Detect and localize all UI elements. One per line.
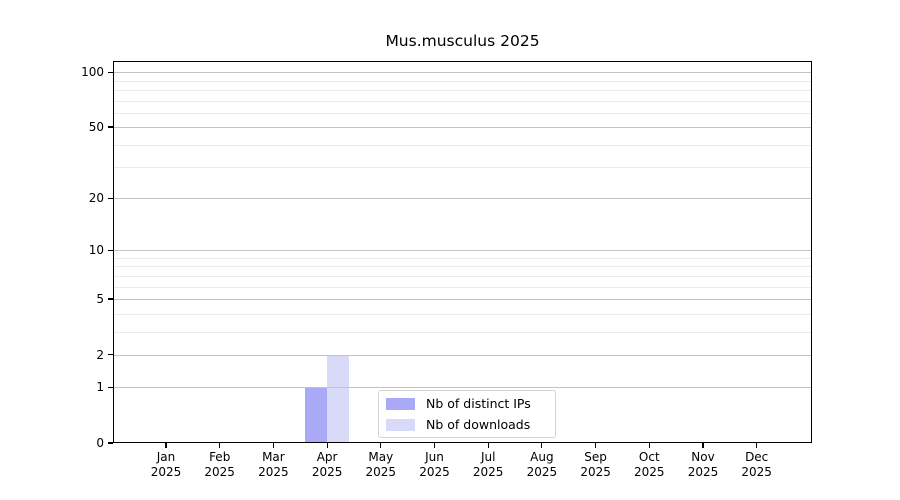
y-tick-label: 2 [96, 347, 104, 362]
bar [305, 387, 328, 443]
x-tick-label: Jun 2025 [405, 450, 465, 480]
y-tick-label: 20 [88, 191, 104, 206]
y-gridline-major [113, 72, 812, 74]
legend-entry-distinct-ips: Nb of distinct IPs [386, 395, 555, 412]
x-tick-month: Jul [480, 450, 496, 464]
legend-swatch-distinct-ips [386, 397, 415, 410]
x-tick-year: 2025 [365, 465, 397, 479]
x-tick-month: Mar [262, 450, 285, 464]
x-tick-month: Nov [691, 450, 715, 464]
x-tick-year: 2025 [419, 465, 450, 479]
y-gridline-major [113, 127, 812, 129]
x-tick-year: 2025 [311, 465, 343, 479]
y-gridline-major [113, 387, 812, 389]
x-tick-month: Dec [745, 450, 769, 464]
x-tick-mark [595, 443, 597, 448]
y-tick-label: 100 [81, 65, 104, 80]
y-tick-mark [108, 442, 113, 444]
y-gridline-minor [113, 286, 812, 288]
x-tick-label: Sep 2025 [566, 450, 626, 480]
x-tick-label: Dec 2025 [727, 450, 787, 480]
chart-title: Mus.musculus 2025 [385, 32, 540, 50]
x-tick-year: 2025 [150, 465, 182, 479]
bar [327, 354, 350, 443]
x-tick-year: 2025 [580, 465, 611, 479]
x-tick-label: Mar 2025 [243, 450, 303, 480]
legend-label: Nb of downloads [426, 417, 531, 432]
y-tick-mark [108, 386, 113, 388]
x-tick-year: 2025 [472, 465, 504, 479]
y-gridline-minor [113, 112, 812, 114]
x-tick-mark [487, 443, 489, 448]
x-tick-month: Sep [584, 450, 607, 464]
x-tick-month: May [368, 450, 394, 464]
x-tick-year: 2025 [741, 465, 772, 479]
y-tick-mark [108, 354, 113, 356]
y-gridline-minor [113, 258, 812, 259]
x-tick-mark [541, 443, 543, 448]
x-tick-year: 2025 [687, 465, 719, 479]
legend-label: Nb of distinct IPs [426, 396, 531, 411]
x-tick-mark [326, 443, 328, 448]
x-tick-year: 2025 [634, 465, 665, 479]
x-tick-year: 2025 [204, 465, 235, 479]
x-tick-month: Jan [156, 450, 176, 464]
y-tick-mark [108, 298, 113, 300]
x-tick-mark [219, 443, 221, 448]
y-gridline-major [113, 299, 812, 301]
x-tick-year: 2025 [526, 465, 558, 479]
y-gridline-minor [113, 331, 812, 333]
y-tick-label: 1 [96, 380, 104, 395]
x-tick-label: Feb 2025 [190, 450, 250, 480]
x-tick-mark [380, 443, 382, 448]
y-tick-label: 0 [96, 436, 104, 450]
y-gridline-minor [113, 89, 812, 91]
x-tick-mark [756, 443, 758, 448]
x-tick-mark [648, 443, 650, 448]
y-gridline-minor [113, 100, 812, 102]
x-tick-label: May 2025 [351, 450, 411, 480]
x-tick-label: Jan 2025 [136, 450, 196, 480]
y-gridline-major [113, 354, 812, 356]
y-tick-label: 50 [88, 120, 104, 135]
x-tick-mark [433, 443, 436, 448]
legend-swatch-downloads [386, 418, 415, 431]
x-tick-label: Jul 2025 [458, 450, 518, 480]
x-tick-label: Apr 2025 [297, 450, 357, 480]
y-tick-mark [108, 71, 113, 73]
x-tick-month: Oct [638, 450, 660, 464]
y-gridline-minor [113, 167, 812, 169]
x-tick-month: Jun [425, 450, 444, 464]
y-tick-mark [108, 126, 113, 128]
x-tick-month: Apr [316, 450, 338, 464]
x-tick-mark [272, 443, 274, 448]
y-gridline-major [113, 250, 812, 252]
x-tick-year: 2025 [258, 465, 289, 479]
y-gridline-minor [113, 266, 812, 268]
x-tick-label: Oct 2025 [619, 450, 679, 480]
y-gridline-major [113, 198, 812, 200]
y-tick-mark [108, 197, 113, 199]
x-tick-mark [702, 443, 704, 448]
x-tick-label: Nov 2025 [673, 450, 733, 480]
y-tick-label: 5 [96, 292, 104, 307]
x-tick-month: Feb [209, 450, 231, 464]
legend-entry-downloads: Nb of downloads [386, 416, 555, 433]
y-gridline-minor [113, 313, 812, 315]
x-tick-month: Aug [530, 450, 554, 464]
y-tick-mark [108, 249, 113, 251]
x-tick-label: Aug 2025 [512, 450, 572, 480]
y-gridline-minor [113, 275, 812, 277]
y-gridline-minor [113, 144, 812, 146]
x-tick-mark [165, 443, 167, 448]
y-gridline-minor [113, 80, 812, 82]
y-tick-label: 10 [88, 243, 104, 258]
legend: Nb of distinct IPs Nb of downloads [378, 390, 556, 438]
